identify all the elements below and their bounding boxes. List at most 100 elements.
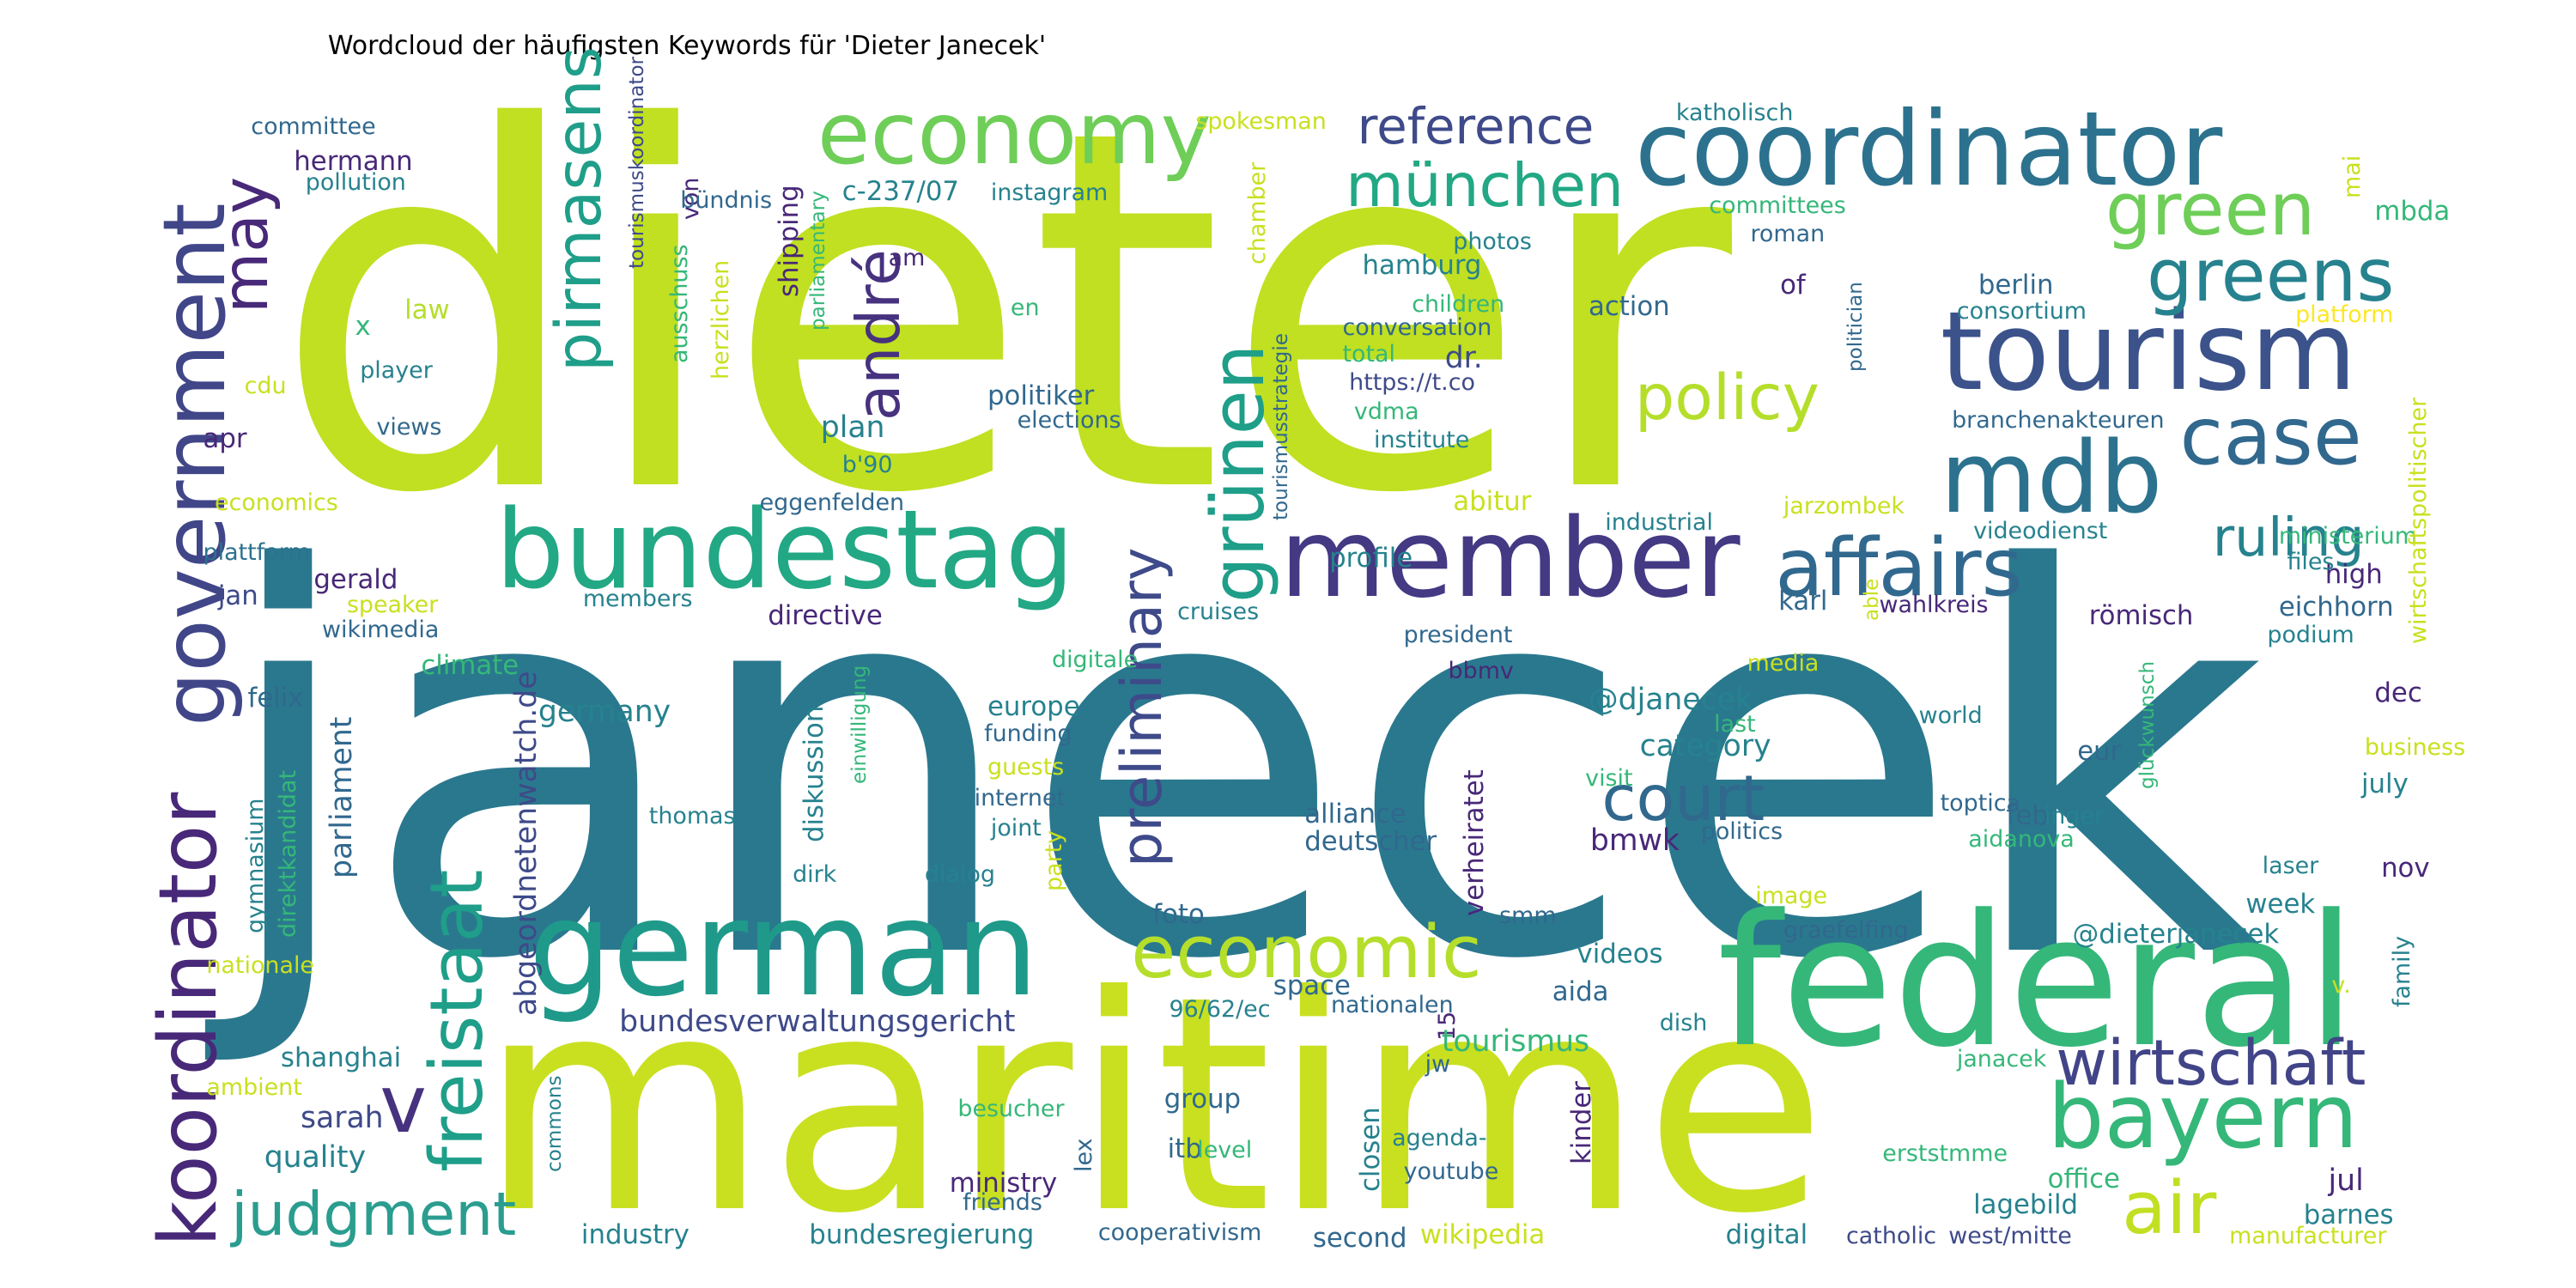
word-149: videodienst — [1973, 517, 2108, 544]
word-104: https://t.co — [1349, 368, 1475, 396]
word-66: ausschuss — [665, 244, 693, 364]
word-107: dr. — [1444, 341, 1483, 375]
word-5: tourism — [1940, 288, 2357, 416]
word-145: berlin — [1978, 270, 2054, 301]
word-118: space — [1273, 969, 1351, 1001]
word-62: commons — [543, 1075, 566, 1173]
word-1: janecek — [215, 459, 2268, 1075]
word-7: german — [528, 872, 1039, 1026]
word-136: cooperativism — [1097, 1219, 1262, 1247]
word-33: v — [380, 1058, 427, 1151]
word-77: politiker — [987, 380, 1095, 412]
word-135: bundesregierung — [809, 1219, 1035, 1251]
word-82: diskussion — [798, 705, 829, 842]
word-70: bündnis — [680, 187, 773, 215]
word-170: dish — [1659, 1009, 1708, 1036]
word-90: dirk — [793, 860, 837, 888]
word-87: internet — [974, 785, 1066, 812]
word-23: policy — [1634, 361, 1820, 434]
word-94: digitale — [1052, 646, 1139, 673]
word-17: greens — [2147, 232, 2395, 318]
word-195: ministerium — [2278, 522, 2417, 550]
word-141: roman — [1750, 220, 1826, 247]
word-113: alliance — [1304, 798, 1406, 829]
word-26: münchen — [1346, 151, 1624, 221]
word-49: wikimedia — [322, 617, 440, 644]
word-173: lagebild — [1973, 1189, 2079, 1221]
word-127: lex — [1071, 1138, 1097, 1173]
word-91: dialog — [924, 860, 995, 888]
word-37: pollution — [305, 169, 406, 196]
word-69: parliamentary — [807, 190, 830, 331]
word-57: germany — [538, 694, 671, 729]
word-194: files — [2287, 549, 2335, 576]
word-187: business — [2364, 733, 2466, 761]
word-46: jan — [217, 580, 258, 611]
word-146: consortium — [1956, 298, 2087, 325]
word-63: industry — [580, 1219, 690, 1251]
word-42: views — [376, 413, 442, 440]
word-123: tourismus — [1441, 1024, 1590, 1060]
word-93: foto — [1152, 899, 1205, 930]
word-143: of — [1780, 270, 1806, 301]
word-61: ambient — [206, 1073, 302, 1101]
word-14: affairs — [1775, 521, 2023, 615]
word-108: profile — [1329, 542, 1413, 574]
word-36: hermann — [294, 146, 413, 178]
word-184: nov — [2381, 853, 2430, 884]
word-100: photos — [1453, 228, 1532, 256]
word-53: gymnasium — [241, 798, 269, 933]
word-153: media — [1747, 649, 1820, 677]
word-9: economy — [817, 82, 1212, 184]
word-186: july — [2361, 769, 2409, 800]
word-150: wahlkreis — [1879, 592, 1989, 619]
word-8: member — [1279, 494, 1741, 622]
word-52: parliament — [324, 716, 359, 879]
word-96: spokesman — [1195, 107, 1327, 135]
word-117: smm — [1499, 902, 1557, 929]
word-92: party — [1041, 830, 1068, 892]
word-20: economic — [1131, 909, 1482, 995]
word-171: janacek — [1956, 1046, 2047, 1073]
word-18: case — [2179, 389, 2362, 483]
word-144: action — [1589, 291, 1670, 323]
word-89: thomas — [648, 803, 736, 830]
word-193: high — [2324, 558, 2383, 590]
word-106: institute — [1374, 427, 1470, 453]
word-169: aida — [1552, 976, 1609, 1008]
word-188: dec — [2374, 677, 2422, 709]
word-29: judgment — [231, 1180, 517, 1249]
word-58: shanghai — [280, 1042, 402, 1074]
word-134: friends — [963, 1189, 1042, 1217]
word-192: podium — [2267, 621, 2354, 648]
word-41: player — [360, 357, 433, 385]
word-155: category — [1639, 728, 1771, 763]
word-27: reference — [1357, 97, 1595, 156]
word-76: b'90 — [841, 451, 893, 478]
word-114: deutscher — [1304, 826, 1437, 858]
word-138: wikipedia — [1419, 1219, 1546, 1251]
word-73: am — [888, 245, 926, 272]
word-158: last — [1714, 710, 1756, 738]
word-148: jarzombek — [1783, 492, 1905, 519]
word-147: branchenakteuren — [1952, 406, 2165, 434]
word-10: mdb — [1940, 421, 2163, 536]
word-178: office — [2047, 1163, 2120, 1194]
word-140: committees — [1709, 191, 1846, 219]
word-43: apr — [203, 423, 247, 455]
word-111: president — [1403, 621, 1513, 648]
word-129: closen — [1354, 1107, 1386, 1193]
word-121: nationalen — [1331, 991, 1454, 1018]
word-80: members — [582, 585, 693, 612]
word-99: hamburg — [1362, 250, 1482, 282]
word-78: elections — [1017, 406, 1121, 434]
word-132: kinder — [1565, 1080, 1597, 1164]
word-2: maritime — [478, 933, 1827, 1279]
word-142: politician — [1844, 281, 1867, 372]
word-81: directive — [768, 599, 883, 631]
word-110: industrial — [1605, 509, 1713, 537]
word-24: pirmasens — [543, 46, 617, 372]
word-175: catholic — [1846, 1222, 1937, 1249]
word-75: plan — [820, 410, 885, 445]
